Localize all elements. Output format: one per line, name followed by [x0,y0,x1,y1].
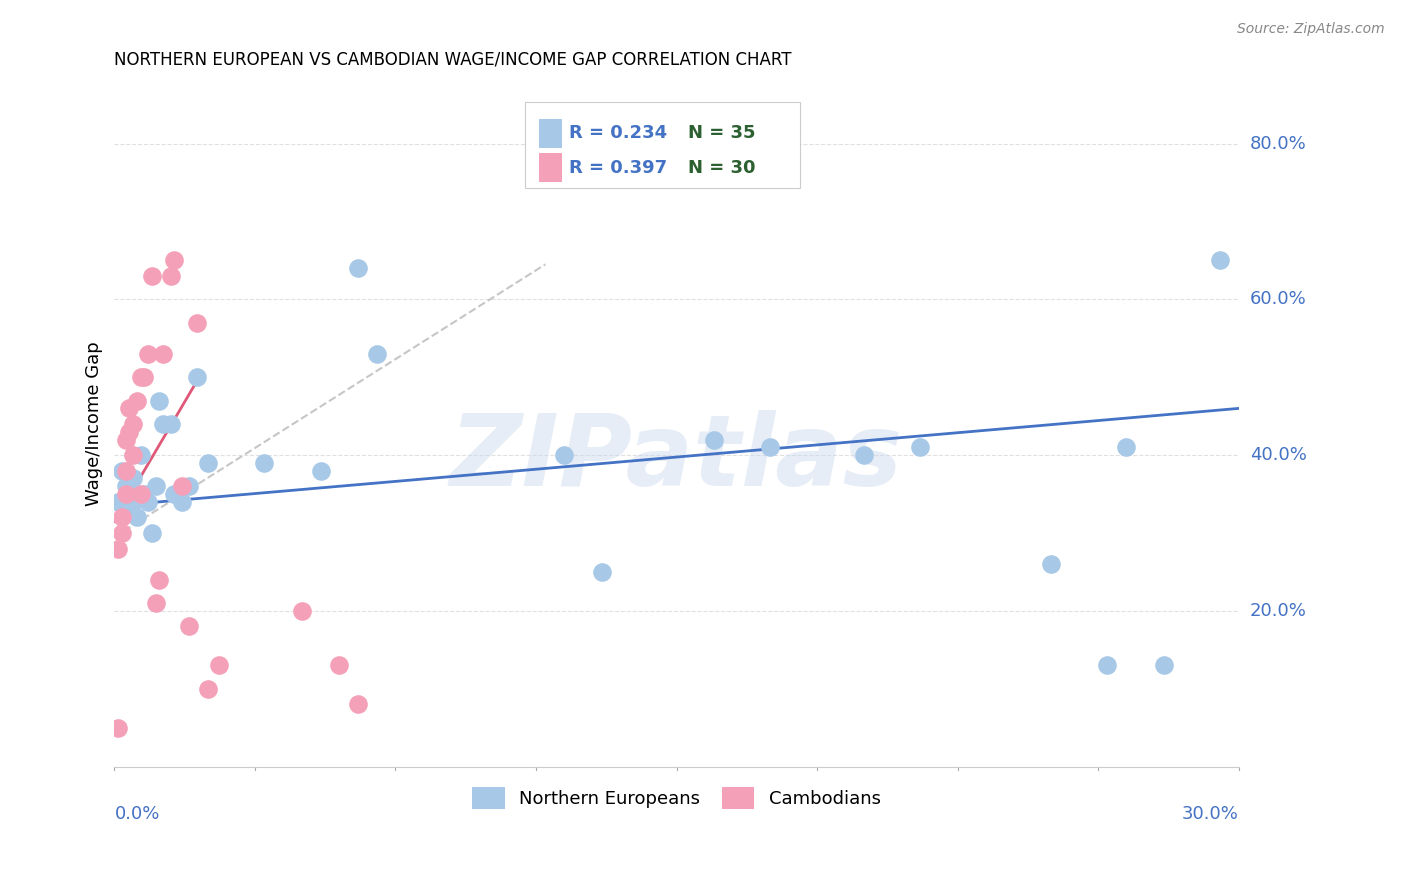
Point [145,479,167,493]
Text: ZIPatlas: ZIPatlas [450,409,903,507]
Point [129,487,152,501]
Text: N = 30: N = 30 [688,159,755,177]
Point [366,347,388,361]
Point [759,440,782,454]
Text: 0.0%: 0.0% [114,805,160,823]
Text: R = 0.397: R = 0.397 [568,159,666,177]
Point [118,401,141,416]
Point [111,526,134,541]
Point [159,268,181,283]
Point [107,721,129,735]
Point [122,417,145,431]
Text: NORTHERN EUROPEAN VS CAMBODIAN WAGE/INCOME GAP CORRELATION CHART: NORTHERN EUROPEAN VS CAMBODIAN WAGE/INCO… [114,51,792,69]
Point [129,370,152,384]
Point [1115,440,1137,454]
Point [141,526,163,541]
Point [1153,658,1175,673]
Point [148,573,170,587]
Point [309,464,332,478]
Point [122,471,145,485]
Text: R = 0.234: R = 0.234 [568,124,666,143]
Legend: Northern Europeans, Cambodians: Northern Europeans, Cambodians [472,787,880,809]
Point [107,495,129,509]
Point [197,456,219,470]
Point [703,433,725,447]
Point [186,316,208,330]
Point [1040,557,1063,571]
Text: 60.0%: 60.0% [1250,291,1306,309]
Bar [540,153,562,182]
Point [114,487,136,501]
Point [141,268,163,283]
Point [908,440,931,454]
Text: 20.0%: 20.0% [1250,602,1306,620]
Point [852,448,875,462]
Point [170,495,193,509]
Y-axis label: Wage/Income Gap: Wage/Income Gap [86,342,103,507]
Point [118,502,141,516]
Point [125,393,148,408]
Point [347,698,370,712]
Point [118,425,141,439]
Point [111,510,134,524]
Bar [540,119,562,148]
Point [253,456,276,470]
Point [122,448,145,462]
Point [1209,253,1232,268]
Point [170,479,193,493]
Point [152,347,174,361]
Point [136,347,159,361]
Point [197,681,219,696]
Text: 80.0%: 80.0% [1250,135,1306,153]
Point [145,596,167,610]
Point [114,479,136,493]
Point [591,565,613,579]
Point [179,619,201,633]
Point [1097,658,1119,673]
Point [129,448,152,462]
Point [134,487,156,501]
Point [186,370,208,384]
Point [134,370,156,384]
Point [347,261,370,276]
Point [163,253,186,268]
Point [553,448,575,462]
Point [152,417,174,431]
FancyBboxPatch shape [524,102,800,187]
Text: 30.0%: 30.0% [1182,805,1239,823]
Point [328,658,350,673]
Point [159,417,181,431]
Point [148,393,170,408]
Point [179,479,201,493]
Text: 40.0%: 40.0% [1250,446,1306,464]
Point [111,464,134,478]
Point [125,510,148,524]
Point [107,541,129,556]
Point [163,487,186,501]
Text: N = 35: N = 35 [688,124,755,143]
Point [136,495,159,509]
Point [114,464,136,478]
Point [122,495,145,509]
Point [291,604,314,618]
Text: Source: ZipAtlas.com: Source: ZipAtlas.com [1237,22,1385,37]
Point [114,433,136,447]
Point [208,658,231,673]
